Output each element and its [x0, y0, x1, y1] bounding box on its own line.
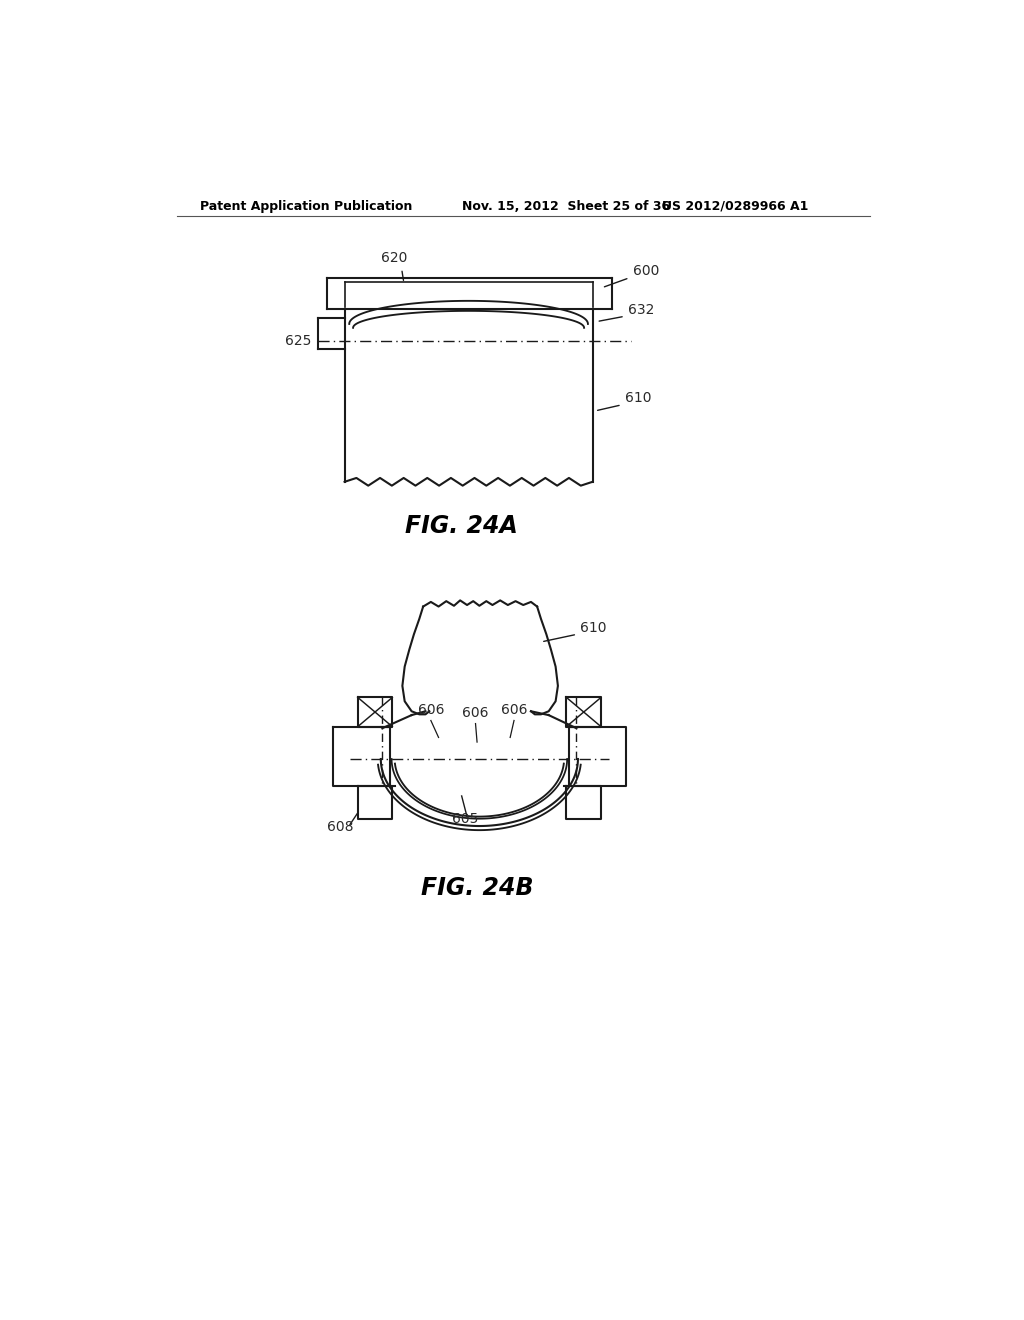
Text: Nov. 15, 2012  Sheet 25 of 36: Nov. 15, 2012 Sheet 25 of 36: [462, 199, 670, 213]
Text: 605: 605: [453, 812, 478, 826]
Text: 610: 610: [581, 620, 607, 635]
Text: 625: 625: [286, 334, 311, 348]
Text: Patent Application Publication: Patent Application Publication: [200, 199, 413, 213]
Text: US 2012/0289966 A1: US 2012/0289966 A1: [662, 199, 808, 213]
Text: FIG. 24B: FIG. 24B: [421, 876, 534, 900]
Text: FIG. 24A: FIG. 24A: [406, 515, 518, 539]
Text: 606: 606: [501, 704, 527, 717]
Text: 608: 608: [327, 820, 353, 834]
Text: 610: 610: [625, 392, 651, 405]
Text: 606: 606: [462, 706, 488, 721]
Text: 632: 632: [628, 304, 654, 317]
Text: 620: 620: [381, 251, 408, 265]
Text: 600: 600: [633, 264, 659, 279]
Text: 606: 606: [418, 704, 444, 717]
